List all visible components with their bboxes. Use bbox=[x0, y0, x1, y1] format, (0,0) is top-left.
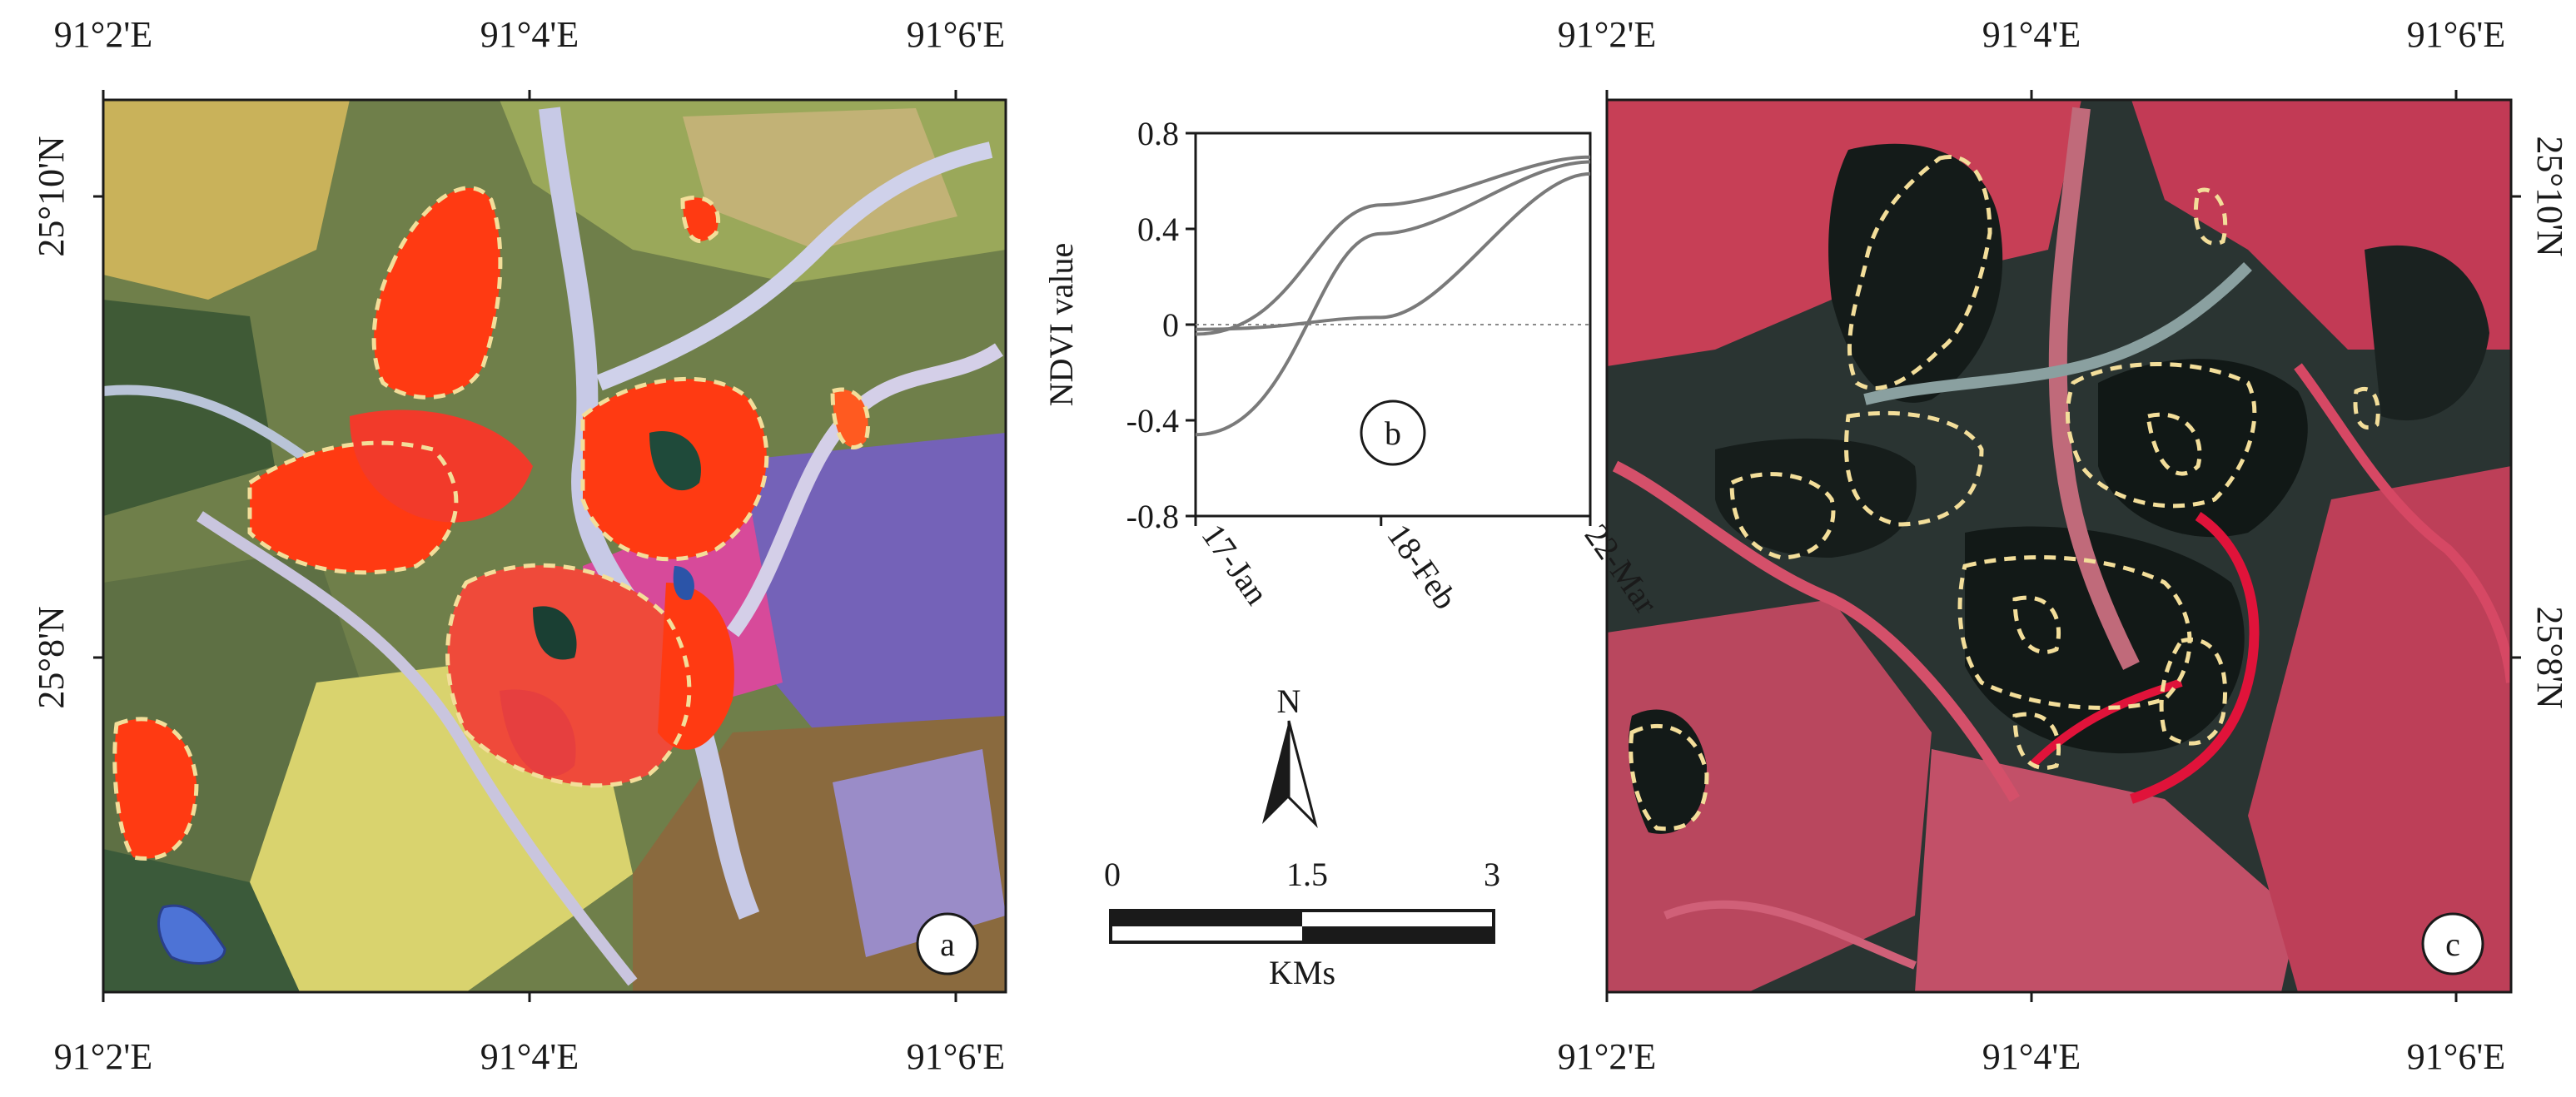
lon-label: 91°4'E bbox=[1982, 1036, 2081, 1077]
x-tick-label: 17-Jan bbox=[1195, 517, 1276, 611]
panel-b-label-circle bbox=[1360, 400, 1426, 466]
graticule-ticks bbox=[93, 90, 2521, 1002]
lat-label: 25°8'N bbox=[31, 606, 72, 708]
panel-c-label: c bbox=[2445, 926, 2460, 963]
lon-label: 91°2'E bbox=[54, 14, 152, 55]
lat-label: 25°10'N bbox=[2529, 136, 2570, 256]
y-tick-label: -0.8 bbox=[1126, 498, 1179, 535]
panel-c-label-circle bbox=[2421, 912, 2484, 975]
y-tick-label: 0.4 bbox=[1137, 211, 1179, 248]
panel-c-map: c bbox=[1605, 98, 2513, 994]
x-tick-label: 18-Feb bbox=[1380, 517, 1465, 616]
scale-unit: KMs bbox=[1269, 954, 1335, 991]
lon-label: 91°2'E bbox=[1558, 14, 1656, 55]
north-arrow-icon bbox=[1262, 721, 1289, 824]
coordinate-labels: 91°2'E 91°4'E 91°6'E 91°2'E 91°4'E 91°6'… bbox=[31, 14, 2570, 1077]
ndvi-series-line-1 bbox=[1195, 155, 1591, 336]
lon-label: 91°6'E bbox=[907, 14, 1005, 55]
north-arrow: N bbox=[1262, 683, 1318, 828]
y-tick-label: -0.4 bbox=[1126, 402, 1179, 439]
ndvi-series-line-3 bbox=[1195, 171, 1591, 331]
north-label: N bbox=[1277, 683, 1301, 720]
lon-label: 91°6'E bbox=[2407, 1036, 2505, 1077]
lon-label: 91°4'E bbox=[480, 1036, 579, 1077]
lon-label: 91°4'E bbox=[1982, 14, 2081, 55]
scale-tick-label: 0 bbox=[1104, 856, 1121, 893]
scale-tick-label: 3 bbox=[1484, 856, 1500, 893]
lat-label: 25°8'N bbox=[2529, 606, 2570, 708]
ndvi-series-line-2 bbox=[1195, 160, 1591, 437]
panel-a-map: a bbox=[102, 98, 1007, 994]
lon-label: 91°6'E bbox=[907, 1036, 1005, 1077]
lon-label: 91°6'E bbox=[2407, 14, 2505, 55]
panel-b-label: b bbox=[1385, 414, 1401, 452]
panel-a-label-circle bbox=[916, 912, 979, 975]
y-axis-label: NDVI value bbox=[1042, 243, 1080, 407]
panel-b-chart: 0.80.40-0.4-0.8 17-Jan 18-Feb 22-Mar NDVI … bbox=[1042, 115, 1665, 620]
scale-tick-label: 1.5 bbox=[1286, 856, 1328, 893]
lat-label: 25°10'N bbox=[31, 136, 72, 256]
scale-bar: 0 1.5 3 KMs bbox=[1104, 856, 1500, 991]
lon-label: 91°4'E bbox=[480, 14, 579, 55]
y-tick-label: 0 bbox=[1162, 306, 1179, 344]
y-tick-label: 0.8 bbox=[1137, 115, 1179, 152]
panel-a-label: a bbox=[940, 926, 955, 963]
lon-label: 91°2'E bbox=[1558, 1036, 1656, 1077]
lon-label: 91°2'E bbox=[54, 1036, 152, 1077]
